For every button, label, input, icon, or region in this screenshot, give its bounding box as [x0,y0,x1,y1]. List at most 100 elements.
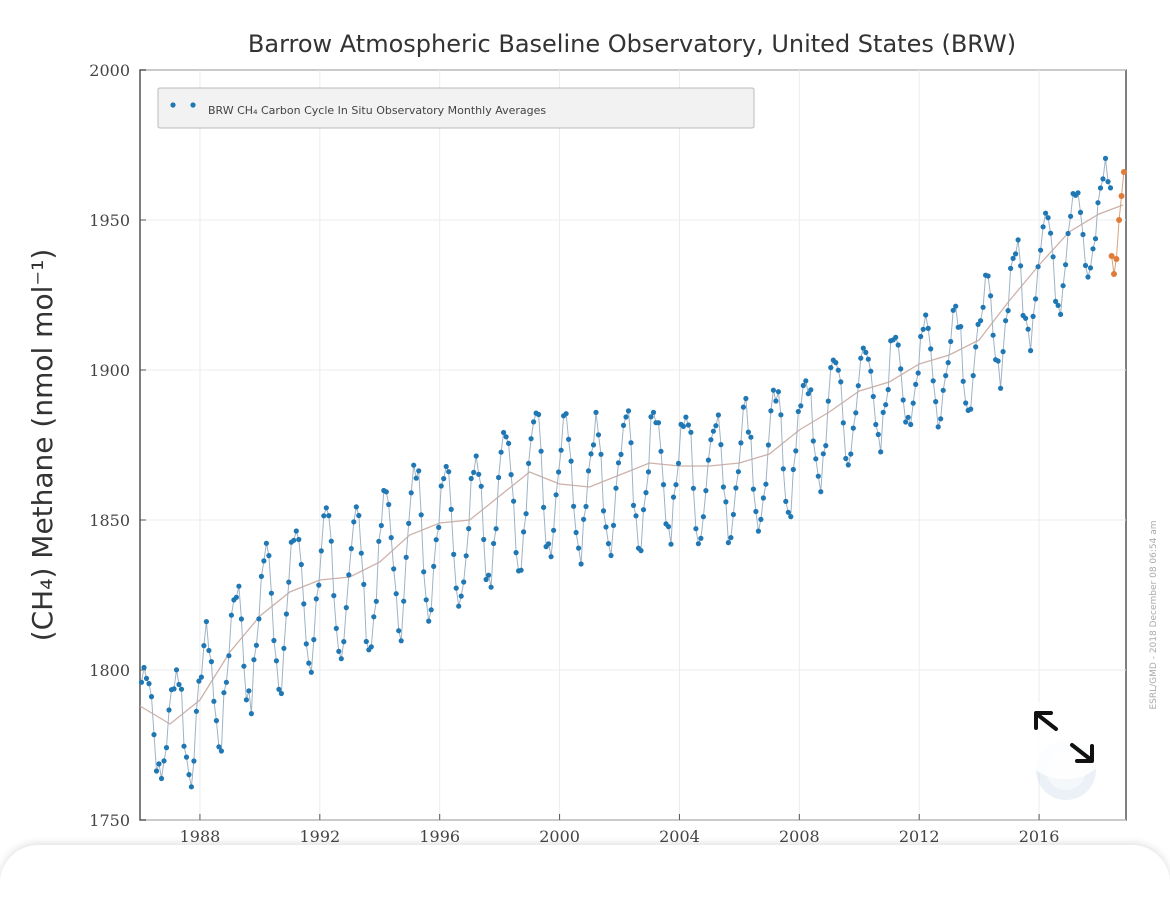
data-point [583,503,589,510]
recent-data-point [1111,271,1117,277]
data-point [865,356,871,362]
data-point [236,583,242,589]
data-point [246,688,252,694]
data-point [733,485,739,491]
data-point [568,458,574,464]
data-point [146,681,152,687]
bottom-sheet[interactable] [0,845,1170,905]
y-ticks: 1750 1800 1850 1900 1950 2000 [89,61,146,830]
data-point [191,758,197,764]
data-point [196,678,202,684]
data-point [308,669,314,675]
data-point [443,463,449,470]
data-point [333,625,339,632]
expand-button[interactable] [1020,695,1110,779]
recent-data-point [1113,256,1120,262]
data-point [1013,251,1019,257]
data-point [433,537,439,543]
data-point [553,492,559,498]
data-point [610,522,617,529]
data-point [216,744,222,750]
data-point [918,333,924,340]
y-axis-label: (CH₄) Methane (nmol mol⁻¹) [26,249,59,642]
data-point [648,414,654,420]
data-point [763,481,769,487]
legend: BRW CH₄ Carbon Cycle In Situ Observatory… [157,87,755,129]
data-point [785,509,791,515]
data-point [296,536,302,543]
data-point [855,383,861,389]
data-point [845,462,851,468]
data-point [456,603,462,609]
data-point [723,499,729,505]
data-point [645,469,652,475]
data-point [208,659,214,665]
data-point [306,660,312,666]
data-point [301,601,307,607]
data-point [753,508,759,515]
data-point [668,541,674,547]
trend-polyline [139,204,1124,725]
data-point [423,597,429,603]
data-point [418,512,424,518]
data-point [800,382,806,389]
data-point [1040,224,1046,230]
data-point [878,449,884,455]
data-point [1008,265,1014,271]
data-point [151,732,157,738]
data-point [1065,230,1071,237]
x-tick-label: 2012 [899,827,940,846]
data-point [725,540,732,546]
data-point [730,511,737,518]
data-point [818,489,824,495]
x-tick-label: 2000 [539,827,580,846]
data-point [510,498,517,504]
data-point [1075,190,1081,196]
data-point [665,524,672,530]
data-point [930,378,936,384]
data-point [338,656,344,662]
data-point [630,502,637,508]
data-point [783,498,789,504]
data-point [603,524,609,530]
data-point [286,579,292,585]
data-point [1102,155,1109,161]
data-point [1095,200,1101,206]
data-point [348,546,354,552]
data-point [858,355,864,361]
data-point [593,409,599,415]
x-tick-label: 2016 [1019,827,1060,846]
data-point [523,511,529,517]
data-point [538,448,544,454]
data-point [411,462,417,468]
data-point [391,566,397,572]
data-point [780,466,786,472]
data-point [248,711,254,717]
data-point [935,424,941,430]
data-point [750,486,757,492]
data-point [1085,274,1091,280]
chart-title: Barrow Atmospheric Baseline Observatory,… [248,30,1016,58]
data-point [478,483,484,489]
data-point [703,488,709,494]
data-point [458,593,464,599]
data-point [795,408,801,415]
data-point [940,387,946,393]
data-point [805,391,811,397]
data-point [143,675,150,682]
chart: Barrow Atmospheric Baseline Observatory,… [26,30,1159,846]
data-point [453,585,459,591]
data-point [755,528,762,534]
data-point [933,399,939,405]
data-point [473,453,479,459]
data-point [198,674,204,680]
data-point [1033,296,1039,302]
data-point [778,412,784,418]
trend-line [139,204,1124,725]
data-point [840,420,846,426]
data-point [915,370,921,376]
data-point [675,460,682,466]
data-point [608,552,614,559]
data-point [138,679,145,685]
data-point [408,490,414,496]
